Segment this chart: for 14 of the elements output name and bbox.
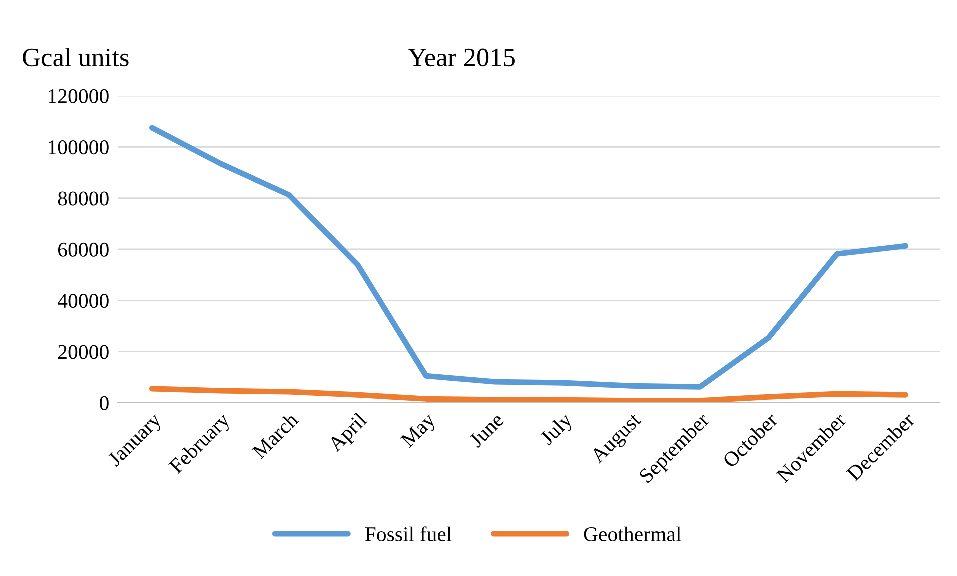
y-tick-label: 120000: [49, 89, 109, 104]
y-tick-label: 0: [100, 396, 109, 410]
x-tick-label: July: [539, 411, 577, 449]
chart-title: Year 2015: [408, 48, 515, 67]
x-tick-label: May: [400, 412, 440, 452]
y-axis-title: Gcal units: [23, 48, 129, 67]
legend-label: Geothermal: [584, 526, 682, 542]
y-tick-label: 20000: [58, 345, 109, 360]
x-tick-label: June: [468, 412, 505, 448]
y-tick-label: 100000: [49, 140, 109, 155]
y-tick-label: 40000: [58, 294, 109, 308]
y-tick-label: 80000: [58, 192, 109, 206]
legend-label: Fossil fuel: [365, 526, 452, 542]
y-tick-label: 60000: [58, 242, 109, 257]
